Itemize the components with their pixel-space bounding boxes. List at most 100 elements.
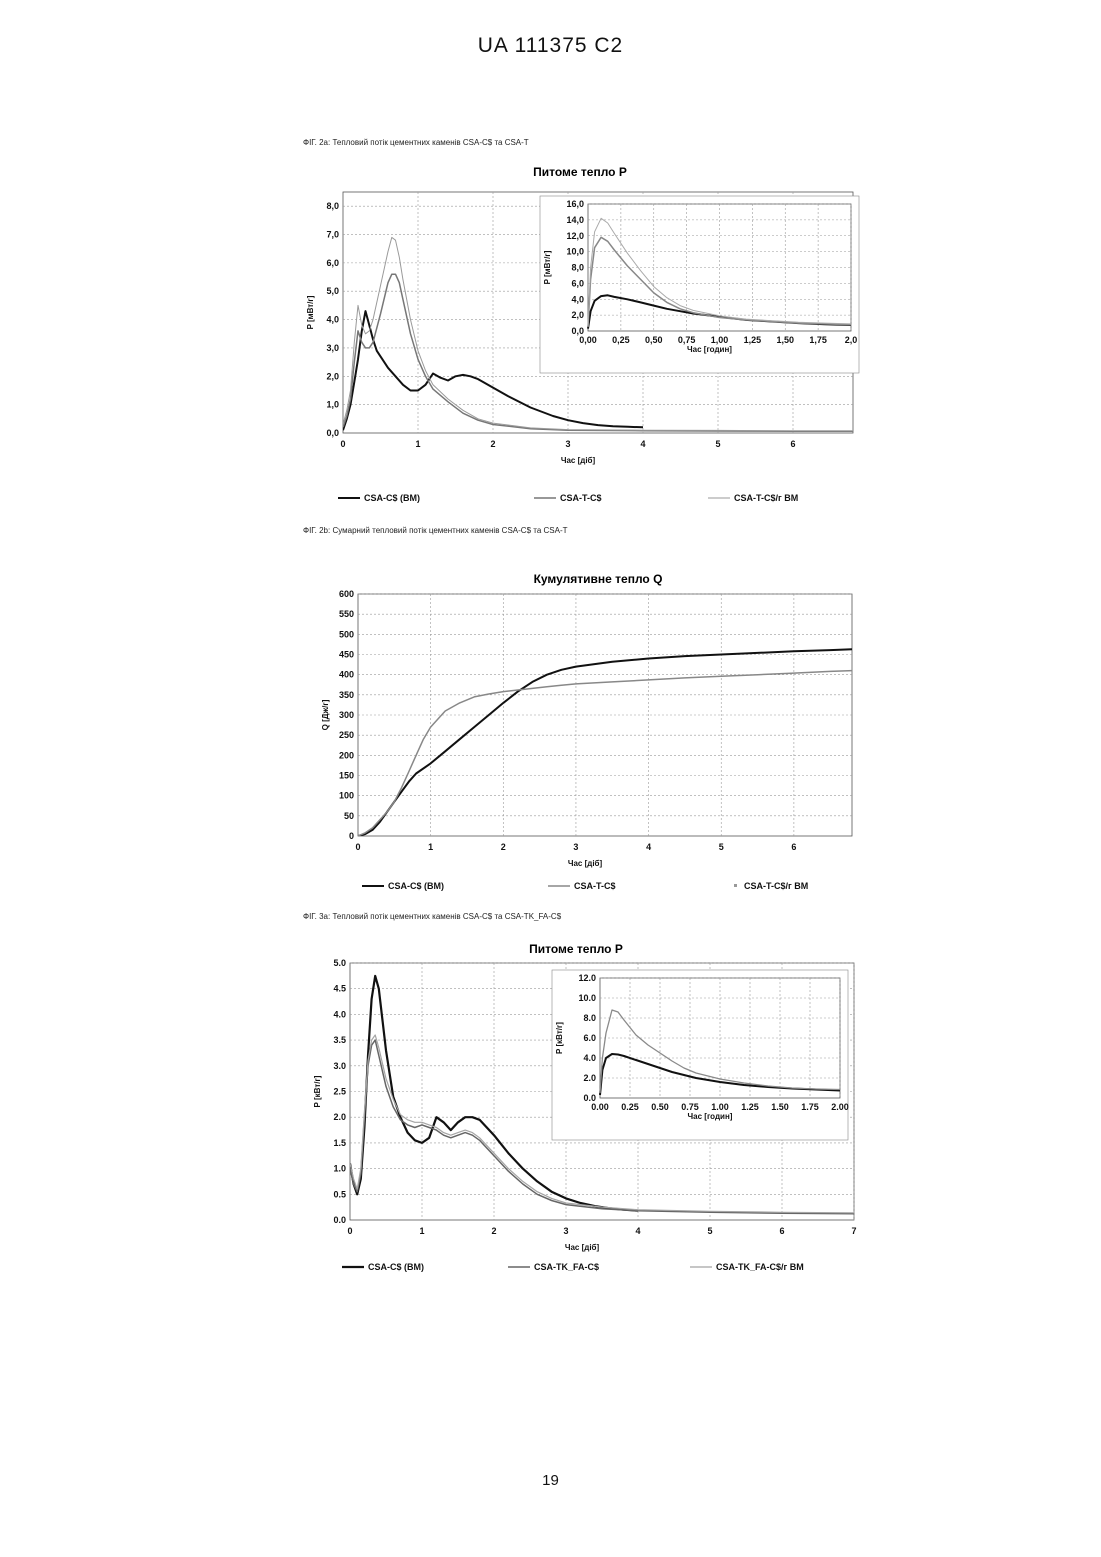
fig2-inset-x-tick-label: 1.75 — [801, 1102, 819, 1112]
fig2-inset-y-axis-label: P [кВт/г] — [555, 1022, 564, 1054]
fig2-y-tick-label: 2.0 — [333, 1112, 346, 1122]
fig1-legend-entry-3: CSA-T-C$/г BM — [744, 881, 808, 891]
fig2-y-tick-label: 1.0 — [333, 1164, 346, 1174]
fig0-inset-x-axis-label: Час [годин] — [687, 345, 732, 354]
fig0-y-tick-label: 3,0 — [326, 343, 339, 353]
fig2-x-tick-label: 5 — [707, 1226, 712, 1236]
fig2-y-tick-label: 0.0 — [333, 1215, 346, 1225]
fig1-y-tick-label: 50 — [344, 811, 354, 821]
fig1-chart-title: Кумулятивне тепло Q — [534, 572, 663, 586]
fig2-inset-y-tick-label: 0.0 — [583, 1093, 596, 1103]
fig2-inset-y-tick-label: 2.0 — [583, 1073, 596, 1083]
fig0-inset-y-tick-label: 14,0 — [566, 215, 584, 225]
fig1-y-tick-label: 500 — [339, 629, 354, 639]
fig2-inset-y-tick-label: 6.0 — [583, 1033, 596, 1043]
figure-2a-caption: ФІГ. 2а: Тепловий потік цементних камені… — [303, 138, 529, 147]
fig0-y-tick-label: 6,0 — [326, 258, 339, 268]
fig1-y-tick-label: 350 — [339, 690, 354, 700]
fig0-inset-x-tick-label: 1,50 — [776, 335, 794, 345]
fig0-y-tick-label: 2,0 — [326, 371, 339, 381]
fig1-y-tick-label: 600 — [339, 589, 354, 599]
fig1-y-tick-label: 400 — [339, 670, 354, 680]
fig2-x-tick-label: 1 — [419, 1226, 424, 1236]
fig0-inset-y-tick-label: 16,0 — [566, 199, 584, 209]
figure-3a-caption: ФІГ. 3а: Тепловий потік цементних камені… — [303, 912, 561, 921]
fig0-inset-x-tick-label: 0,00 — [579, 335, 597, 345]
page-number: 19 — [0, 1472, 1101, 1489]
fig1-x-tick-label: 0 — [355, 842, 360, 852]
fig1-legend-entry-2: CSA-T-C$ — [574, 881, 616, 891]
fig1-x-tick-label: 5 — [719, 842, 724, 852]
fig0-x-tick-label: 0 — [340, 439, 345, 449]
fig1-x-tick-label: 1 — [428, 842, 433, 852]
fig2-legend-entry-2: CSA-TK_FA-C$ — [534, 1262, 599, 1272]
fig1-y-tick-label: 100 — [339, 791, 354, 801]
fig1-legend-entry-1: CSA-C$ (BM) — [388, 881, 444, 891]
fig1-y-tick-label: 450 — [339, 650, 354, 660]
fig0-chart-title: Питоме тепло Р — [533, 165, 627, 179]
fig1-x-tick-label: 4 — [646, 842, 651, 852]
fig0-inset-x-tick-label: 0,50 — [645, 335, 663, 345]
fig1-x-tick-label: 2 — [501, 842, 506, 852]
fig0-x-tick-label: 3 — [565, 439, 570, 449]
fig2-y-tick-label: 4.5 — [333, 984, 346, 994]
fig0-y-axis-label: P [мВт/г] — [306, 295, 315, 329]
fig2-inset-x-tick-label: 1.25 — [741, 1102, 759, 1112]
fig2-inset-x-axis-label: Час [годин] — [688, 1112, 733, 1121]
fig0-inset-y-tick-label: 6,0 — [571, 278, 584, 288]
fig0-inset-y-tick-label: 8,0 — [571, 263, 584, 273]
fig0-legend-entry-3: CSA-T-C$/г BM — [734, 493, 798, 503]
fig0-inset-y-axis-label: P [мВт/г] — [543, 250, 552, 284]
fig0-x-tick-label: 1 — [415, 439, 420, 449]
fig2-legend-entry-3: CSA-TK_FA-C$/г BM — [716, 1262, 804, 1272]
fig1-y-tick-label: 150 — [339, 771, 354, 781]
fig0-inset-y-tick-label: 12,0 — [566, 231, 584, 241]
fig0-legend-entry-2: CSA-T-C$ — [560, 493, 602, 503]
fig0-inset-plot-area — [588, 204, 851, 331]
fig2-y-tick-label: 5.0 — [333, 958, 346, 968]
figure-3a-chart: Питоме тепло Р012345670.00.51.01.52.02.5… — [290, 935, 870, 1280]
fig0-inset-x-tick-label: 1,75 — [809, 335, 827, 345]
figure-2b-caption: ФІГ. 2b: Сумарний тепловий потік цементн… — [303, 526, 568, 535]
fig2-y-axis-label: P [кВт/г] — [313, 1075, 322, 1107]
fig0-x-axis-label: Час [діб] — [561, 456, 596, 465]
fig2-inset-y-tick-label: 4.0 — [583, 1053, 596, 1063]
fig0-y-tick-label: 7,0 — [326, 230, 339, 240]
fig1-x-tick-label: 3 — [573, 842, 578, 852]
fig2-y-tick-label: 0.5 — [333, 1189, 346, 1199]
document-header: UA 111375 C2 — [0, 34, 1101, 58]
fig2-inset-y-tick-label: 10.0 — [578, 993, 596, 1003]
fig2-inset-x-tick-label: 1.50 — [771, 1102, 789, 1112]
fig1-y-tick-label: 0 — [349, 831, 354, 841]
fig0-inset-y-tick-label: 10,0 — [566, 247, 584, 257]
fig2-legend-entry-1: CSA-C$ (BM) — [368, 1262, 424, 1272]
fig1-x-axis-label: Час [діб] — [568, 859, 603, 868]
fig1-y-tick-label: 300 — [339, 710, 354, 720]
figure-2b-chart: Кумулятивне тепло Q012345605010015020025… — [290, 565, 870, 900]
fig2-x-tick-label: 6 — [779, 1226, 784, 1236]
fig0-inset-x-tick-label: 1,25 — [744, 335, 762, 345]
fig2-y-tick-label: 1.5 — [333, 1138, 346, 1148]
fig0-inset-x-tick-label: 1,00 — [711, 335, 729, 345]
fig1-y-tick-label: 250 — [339, 730, 354, 740]
fig0-legend-entry-1: CSA-C$ (BM) — [364, 493, 420, 503]
fig0-x-tick-label: 4 — [640, 439, 645, 449]
fig0-inset-y-tick-label: 4,0 — [571, 294, 584, 304]
fig2-y-tick-label: 3.5 — [333, 1035, 346, 1045]
fig0-y-tick-label: 1,0 — [326, 400, 339, 410]
fig2-inset-y-tick-label: 12.0 — [578, 973, 596, 983]
fig2-x-tick-label: 2 — [491, 1226, 496, 1236]
fig0-y-tick-label: 8,0 — [326, 201, 339, 211]
fig0-inset-y-tick-label: 0,0 — [571, 326, 584, 336]
fig1-y-axis-label: Q [Дж/г] — [321, 699, 330, 730]
fig1-y-tick-label: 200 — [339, 750, 354, 760]
fig2-y-tick-label: 4.0 — [333, 1009, 346, 1019]
fig2-chart-title: Питоме тепло Р — [529, 942, 623, 956]
fig0-x-tick-label: 6 — [790, 439, 795, 449]
figure-2a-chart: Питоме тепло Р01234560,01,02,03,04,05,06… — [290, 158, 870, 513]
fig2-inset-x-tick-label: 0.25 — [621, 1102, 639, 1112]
fig2-x-tick-label: 4 — [635, 1226, 640, 1236]
fig2-y-tick-label: 2.5 — [333, 1087, 346, 1097]
fig2-inset-x-tick-label: 1.00 — [711, 1102, 729, 1112]
fig2-x-tick-label: 7 — [851, 1226, 856, 1236]
